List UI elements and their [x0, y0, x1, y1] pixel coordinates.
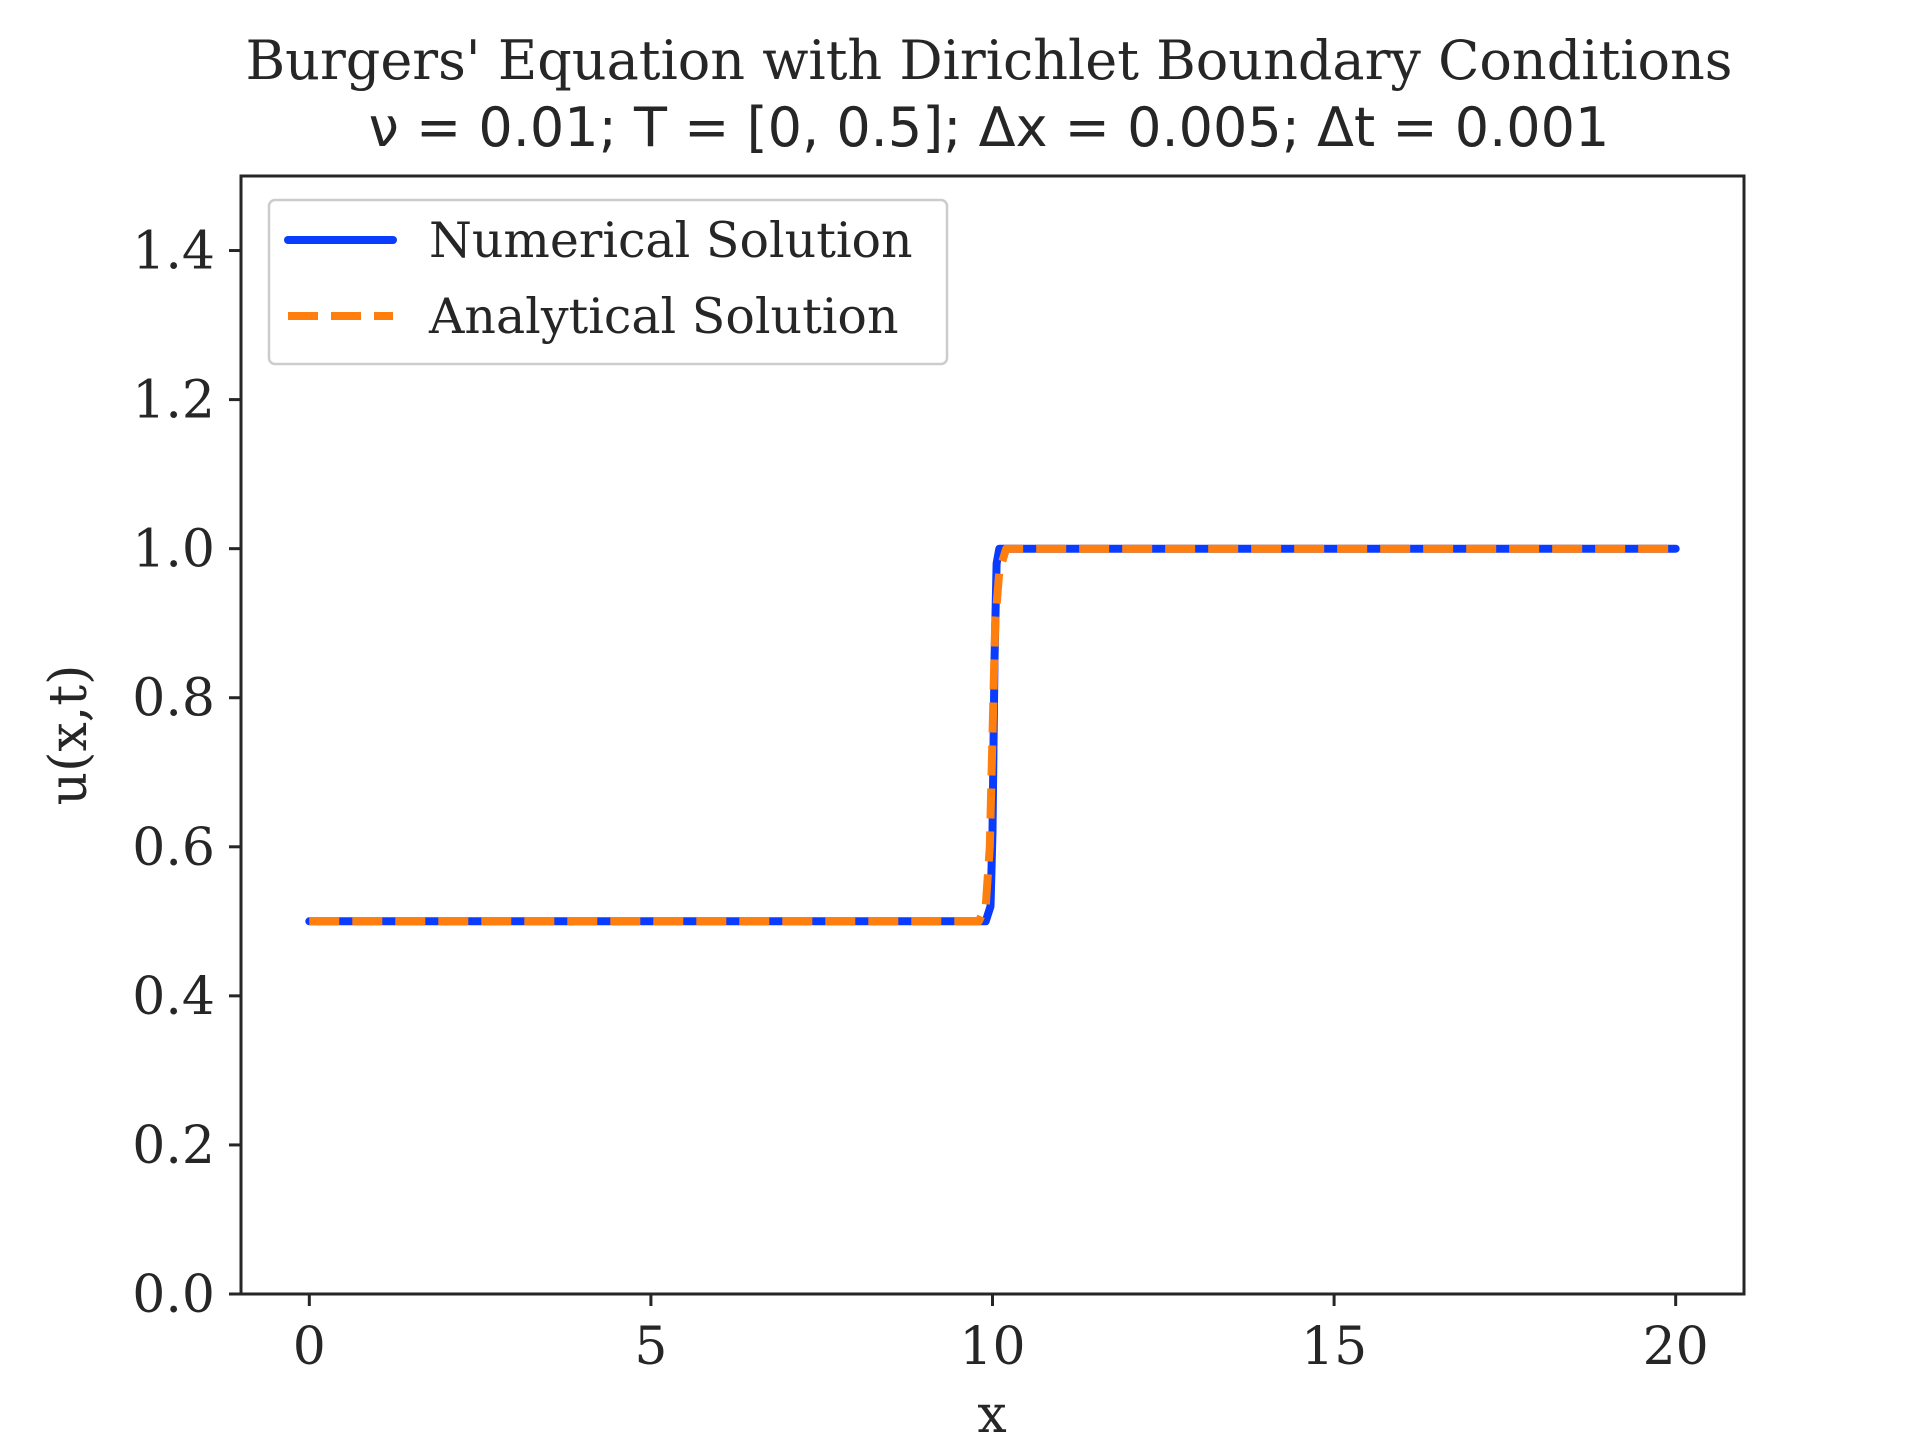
series-line-analytical: [309, 544, 1676, 926]
y-tick-label: 1.4: [132, 222, 215, 282]
y-tick-label: 0.8: [132, 669, 215, 729]
chart-subtitle: ν = 0.01; T = [0, 0.5]; Δx = 0.005; Δt =…: [369, 96, 1610, 159]
legend-label-analytical: Analytical Solution: [428, 288, 899, 345]
series-layer: [305, 544, 1680, 926]
y-axis: 0.0 0.2 0.4 0.6 0.8 1.0 1.2 1.4: [132, 222, 241, 1325]
x-tick-label: 5: [634, 1317, 667, 1377]
y-tick-label: 1.2: [132, 371, 215, 431]
chart-title: Burgers' Equation with Dirichlet Boundar…: [245, 29, 1732, 92]
y-tick-label: 0.6: [132, 818, 215, 878]
y-tick-label: 0.2: [132, 1116, 215, 1176]
x-axis: 0 5 10 15 20: [293, 1294, 1709, 1377]
legend: Numerical Solution Analytical Solution: [267, 198, 949, 366]
y-axis-label: u(x,t): [39, 665, 99, 806]
x-axis-label: x: [977, 1385, 1006, 1440]
y-tick-label: 0.4: [132, 967, 215, 1027]
x-tick-label: 10: [959, 1317, 1025, 1377]
x-tick-label: 20: [1643, 1317, 1709, 1377]
y-tick-label: 1.0: [132, 520, 215, 580]
legend-box: [267, 198, 949, 366]
x-tick-label: 15: [1301, 1317, 1367, 1377]
x-tick-label: 0: [293, 1317, 326, 1377]
legend-label-numerical: Numerical Solution: [429, 212, 913, 269]
y-tick-label: 0.0: [132, 1265, 215, 1325]
